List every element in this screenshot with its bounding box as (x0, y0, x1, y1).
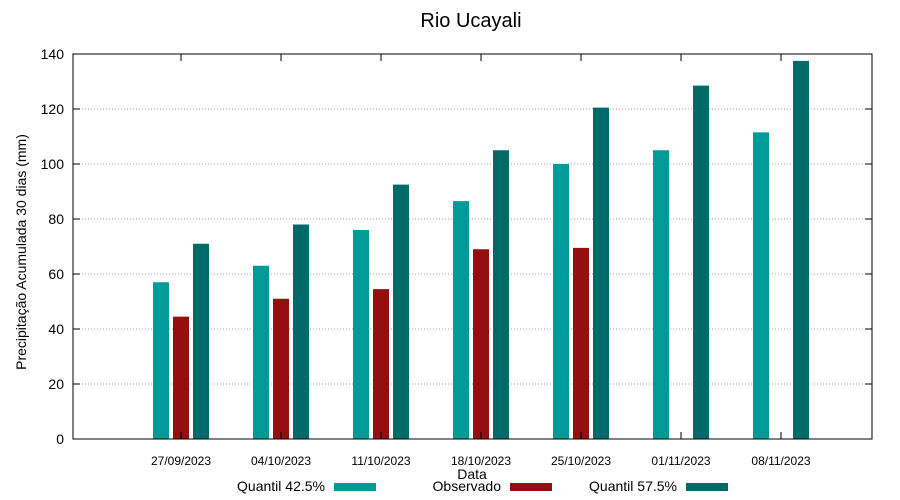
bar-quantil-42-5 (153, 282, 169, 439)
bars (153, 60, 809, 439)
bar-observado (373, 289, 389, 439)
bar-quantil-57-5 (193, 243, 209, 439)
x-axis-label: Data (457, 466, 487, 482)
x-tick-label: 18/10/2023 (451, 454, 511, 468)
legend-swatch (510, 483, 552, 491)
y-axis-label: Precipitação Acumulada 30 dias (mm) (13, 134, 29, 370)
chart-title: Rio Ucayali (420, 10, 521, 32)
y-ticks: 0 20 40 60 80 100 120 140 (41, 46, 872, 447)
bar-quantil-42-5 (253, 265, 269, 439)
bar-quantil-57-5 (793, 60, 809, 439)
y-tick-label: 100 (41, 156, 65, 172)
bar-quantil-57-5 (693, 85, 709, 439)
bar-quantil-57-5 (393, 184, 409, 439)
y-tick-label: 60 (48, 266, 64, 282)
bar-observado (273, 298, 289, 439)
bar-observado (573, 247, 589, 439)
bar-quantil-42-5 (453, 201, 469, 439)
legend-label: Quantil 57.5% (589, 478, 677, 494)
bar-observado (473, 249, 489, 439)
bar-quantil-42-5 (753, 132, 769, 439)
x-tick-label: 11/10/2023 (351, 454, 410, 468)
x-tick-label: 25/10/2023 (551, 454, 611, 468)
bar-observado (173, 316, 189, 439)
y-tick-label: 20 (48, 376, 64, 392)
legend-label: Observado (433, 478, 502, 494)
legend: Quantil 42.5% Observado Quantil 57.5% (237, 478, 728, 494)
y-tick-label: 40 (48, 321, 64, 337)
x-tick-label: 01/11/2023 (651, 454, 710, 468)
bar-quantil-42-5 (353, 230, 369, 439)
y-tick-label: 140 (41, 46, 65, 62)
plot-frame (72, 53, 873, 440)
x-tick-label: 27/09/2023 (151, 454, 211, 468)
y-tick-label: 120 (41, 101, 65, 117)
legend-swatch (686, 483, 728, 491)
x-tick-label: 08/11/2023 (751, 454, 810, 468)
y-tick-label: 0 (56, 431, 64, 447)
legend-label: Quantil 42.5% (237, 478, 325, 494)
y-tick-label: 80 (48, 211, 64, 227)
bar-quantil-57-5 (493, 150, 509, 439)
x-ticks: 27/09/2023 04/10/2023 11/10/2023 18/10/2023… (151, 54, 811, 468)
legend-swatch (334, 483, 376, 491)
grid-lines (73, 108, 872, 385)
bar-quantil-57-5 (593, 107, 609, 439)
bar-quantil-42-5 (653, 150, 669, 439)
bar-quantil-42-5 (553, 164, 569, 439)
bar-quantil-57-5 (293, 224, 309, 439)
x-tick-label: 04/10/2023 (251, 454, 311, 468)
